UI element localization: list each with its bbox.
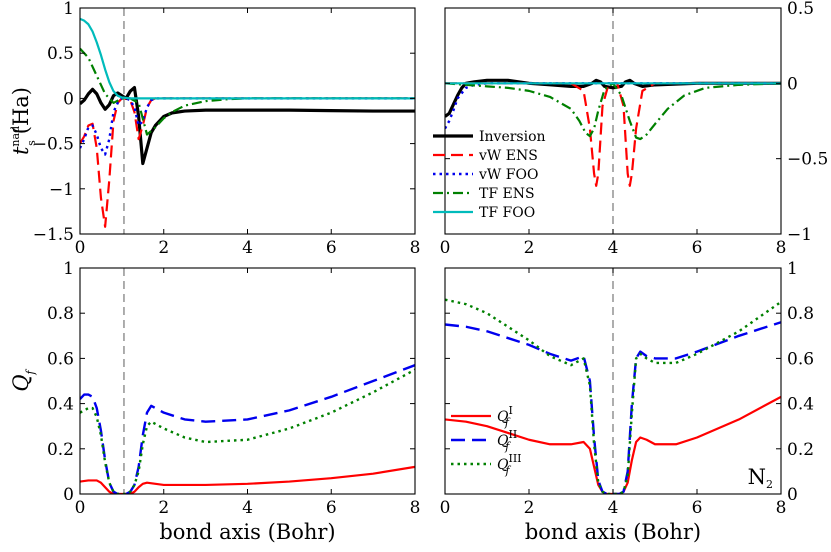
x-tick-label: 8 (776, 238, 787, 258)
y-tick-label: 0.6 (787, 349, 814, 369)
x-tick-label: 0 (440, 238, 451, 258)
x-tick-label: 8 (410, 498, 421, 518)
y-tick-label: 1 (787, 259, 798, 279)
x-tick-label: 0 (440, 498, 451, 518)
x-tick-label: 2 (524, 238, 535, 258)
series-line-vw-ens (80, 97, 415, 228)
legend-label: QIII f (497, 452, 522, 477)
x-tick-label: 2 (524, 498, 535, 518)
series-line-vw-foo (445, 82, 781, 130)
x-tick-label: 2 (158, 498, 169, 518)
y-tick-label: −1 (787, 225, 812, 245)
y-tick-label: −0.5 (33, 135, 74, 155)
x-tick-label: 8 (776, 498, 787, 518)
y-label-main: t (9, 146, 33, 155)
panel-bl: 0 2 4 6 8 0 0.2 0.4 0.6 0.8 1 bond axis (Bohr) Qf (9, 259, 420, 544)
y-tick-label: 0.6 (47, 349, 74, 369)
x-tick-label: 8 (410, 238, 421, 258)
y-tick-label: 0 (787, 485, 798, 505)
legend-label: QI f (497, 404, 513, 429)
y-tick-label: 0.5 (787, 0, 814, 19)
panel-tr: 0 2 4 6 8−1 −0.5 0 0.5 Inversion vW ENS vW FOO TF E… (433, 0, 828, 258)
y-tick-label: −0.5 (787, 150, 828, 170)
series-line-inversion (445, 78, 781, 118)
x-tick-label: 4 (242, 498, 253, 518)
x-tick-label: 0 (75, 238, 86, 258)
y-label-sub: f (24, 368, 37, 375)
legend-label: QII f (497, 428, 517, 453)
y-tick-label: 0 (63, 485, 74, 505)
y-tick-label: 0.5 (47, 44, 74, 64)
panel-tl: 0 2 4 6 8 −1.5 −1 −0.5 0 0.5 1 tnad s (Ha) (9, 0, 420, 258)
y-label-main: Q (9, 374, 33, 391)
legend-label: TF ENS (479, 186, 535, 202)
series-line-vw-foo (80, 97, 415, 156)
legend: Inversion vW ENS vW FOO TF ENS TF FOO (433, 129, 546, 221)
series-line-q-f-i (80, 465, 415, 494)
x-axis-label: bond axis (Bohr) (159, 520, 335, 544)
series-line-tf-ens (445, 82, 781, 141)
series-line-q-f-ii (445, 321, 781, 494)
series-line-tf-foo (80, 17, 415, 100)
series-group (80, 364, 415, 494)
series-group (445, 298, 781, 494)
y-tick-label: 1 (63, 259, 74, 279)
y-tick-label: 1 (63, 0, 74, 19)
y-tick-label: 0.2 (787, 440, 814, 460)
y-tick-label: 0 (63, 89, 74, 109)
y-tick-label: 0.8 (47, 304, 74, 324)
x-tick-label: 0 (75, 498, 86, 518)
molecule-label: N2 (748, 465, 773, 491)
y-tick-label: −1.5 (33, 225, 74, 245)
x-axis-label: bond axis (Bohr) (525, 520, 701, 544)
y-tick-label: 0 (787, 74, 798, 94)
y-tick-label: −1 (49, 180, 74, 200)
series-group (80, 17, 415, 228)
y-label-unit: (Ha) (9, 87, 33, 134)
y-label-sub: s (25, 140, 38, 146)
y-tick-label: 0.4 (47, 395, 74, 415)
y-tick-label: 0.4 (787, 395, 814, 415)
x-tick-label: 4 (242, 238, 253, 258)
y-axis-label: tnad s (Ha) (9, 87, 38, 155)
x-tick-label: 6 (692, 238, 703, 258)
x-tick-label: 2 (158, 238, 169, 258)
x-tick-label: 4 (608, 498, 619, 518)
series-line-q-f-ii (80, 364, 415, 494)
legend-label: Inversion (479, 129, 546, 145)
plot-frame (79, 7, 416, 235)
x-tick-label: 6 (326, 238, 337, 258)
series-group (445, 78, 781, 187)
x-tick-label: 6 (692, 498, 703, 518)
plot-frame (79, 267, 416, 495)
series-line-tf-ens (80, 47, 415, 136)
y-label-sup: nad (9, 126, 22, 147)
y-tick-label: 0.2 (47, 440, 74, 460)
y-axis-label: Qf (9, 368, 37, 391)
y-tick-label: 0.8 (787, 304, 814, 324)
series-line-q-f-iii (445, 298, 781, 494)
legend-label: vW FOO (478, 167, 538, 183)
legend-label: vW ENS (478, 148, 538, 164)
series-line-q-f-i (445, 395, 781, 494)
legend-label: TF FOO (479, 205, 535, 221)
x-tick-label: 6 (326, 498, 337, 518)
x-tick-label: 4 (608, 238, 619, 258)
